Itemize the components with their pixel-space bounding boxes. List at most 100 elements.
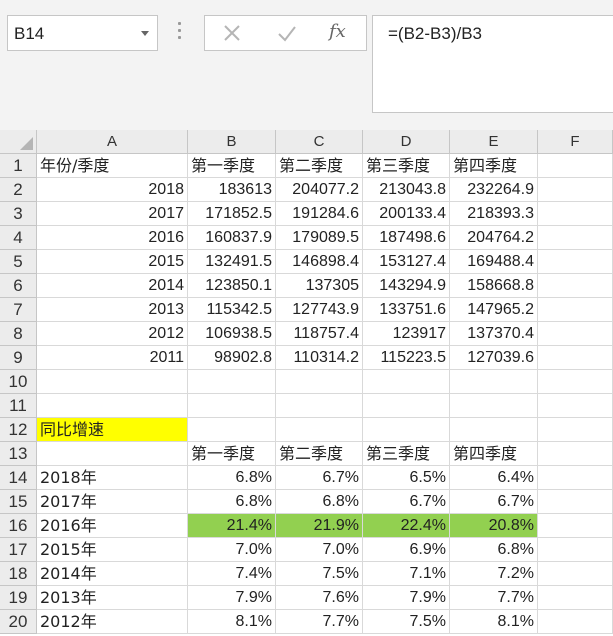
cell-d20[interactable]: 7.5%: [363, 610, 450, 634]
drag-handle-icon[interactable]: [178, 22, 182, 44]
cell-c8[interactable]: 118757.4: [276, 322, 363, 346]
row-header-2[interactable]: 2: [0, 178, 37, 202]
cell-c14[interactable]: 6.7%: [276, 466, 363, 490]
row-header-3[interactable]: 3: [0, 202, 37, 226]
row-header-14[interactable]: 14: [0, 466, 37, 490]
cell-a14[interactable]: 2018年: [37, 466, 188, 490]
cell-e11[interactable]: [450, 394, 538, 418]
cell-a15[interactable]: 2017年: [37, 490, 188, 514]
row-header-19[interactable]: 19: [0, 586, 37, 610]
cell-f9[interactable]: [538, 346, 613, 370]
cell-d7[interactable]: 133751.6: [363, 298, 450, 322]
cell-e12[interactable]: [450, 418, 538, 442]
cell-d6[interactable]: 143294.9: [363, 274, 450, 298]
row-header-20[interactable]: 20: [0, 610, 37, 634]
cell-e7[interactable]: 147965.2: [450, 298, 538, 322]
cell-b16[interactable]: 21.4%: [188, 514, 276, 538]
cell-c10[interactable]: [276, 370, 363, 394]
column-header-c[interactable]: C: [276, 130, 363, 154]
column-header-d[interactable]: D: [363, 130, 450, 154]
cell-a20[interactable]: 2012年: [37, 610, 188, 634]
cell-c15[interactable]: 6.8%: [276, 490, 363, 514]
cell-e15[interactable]: 6.7%: [450, 490, 538, 514]
cell-f3[interactable]: [538, 202, 613, 226]
cell-b7[interactable]: 115342.5: [188, 298, 276, 322]
cell-f1[interactable]: [538, 154, 613, 178]
cell-f4[interactable]: [538, 226, 613, 250]
cell-c16[interactable]: 21.9%: [276, 514, 363, 538]
cell-e13[interactable]: 第四季度: [450, 442, 538, 466]
cell-b6[interactable]: 123850.1: [188, 274, 276, 298]
row-header-12[interactable]: 12: [0, 418, 37, 442]
cell-e14[interactable]: 6.4%: [450, 466, 538, 490]
chevron-down-icon[interactable]: [141, 31, 149, 36]
cell-b13[interactable]: 第一季度: [188, 442, 276, 466]
cell-a12[interactable]: 同比增速: [37, 418, 188, 442]
row-header-1[interactable]: 1: [0, 154, 37, 178]
cell-f2[interactable]: [538, 178, 613, 202]
cell-d11[interactable]: [363, 394, 450, 418]
cell-e5[interactable]: 169488.4: [450, 250, 538, 274]
cell-a3[interactable]: 2017: [37, 202, 188, 226]
cell-f12[interactable]: [538, 418, 613, 442]
cell-f6[interactable]: [538, 274, 613, 298]
cell-d18[interactable]: 7.1%: [363, 562, 450, 586]
cell-a4[interactable]: 2016: [37, 226, 188, 250]
cell-a13[interactable]: [37, 442, 188, 466]
cell-b18[interactable]: 7.4%: [188, 562, 276, 586]
cell-c19[interactable]: 7.6%: [276, 586, 363, 610]
cell-d17[interactable]: 6.9%: [363, 538, 450, 562]
row-header-17[interactable]: 17: [0, 538, 37, 562]
cell-d12[interactable]: [363, 418, 450, 442]
cell-a19[interactable]: 2013年: [37, 586, 188, 610]
cell-b2[interactable]: 183613: [188, 178, 276, 202]
row-header-7[interactable]: 7: [0, 298, 37, 322]
formula-input[interactable]: =(B2-B3)/B3: [372, 15, 613, 113]
select-all-button[interactable]: [0, 130, 37, 154]
cell-b17[interactable]: 7.0%: [188, 538, 276, 562]
cell-e18[interactable]: 7.2%: [450, 562, 538, 586]
cell-f13[interactable]: [538, 442, 613, 466]
cell-b11[interactable]: [188, 394, 276, 418]
row-header-11[interactable]: 11: [0, 394, 37, 418]
check-icon[interactable]: [277, 23, 297, 43]
cell-d4[interactable]: 187498.6: [363, 226, 450, 250]
cell-f7[interactable]: [538, 298, 613, 322]
cell-e8[interactable]: 137370.4: [450, 322, 538, 346]
cell-b4[interactable]: 160837.9: [188, 226, 276, 250]
cell-e19[interactable]: 7.7%: [450, 586, 538, 610]
cell-e1[interactable]: 第四季度: [450, 154, 538, 178]
cell-c20[interactable]: 7.7%: [276, 610, 363, 634]
row-header-16[interactable]: 16: [0, 514, 37, 538]
cell-b9[interactable]: 98902.8: [188, 346, 276, 370]
cell-b3[interactable]: 171852.5: [188, 202, 276, 226]
cell-d19[interactable]: 7.9%: [363, 586, 450, 610]
cell-b20[interactable]: 8.1%: [188, 610, 276, 634]
cell-b12[interactable]: [188, 418, 276, 442]
cell-d9[interactable]: 115223.5: [363, 346, 450, 370]
row-header-4[interactable]: 4: [0, 226, 37, 250]
cell-c17[interactable]: 7.0%: [276, 538, 363, 562]
cell-f14[interactable]: [538, 466, 613, 490]
cell-d16[interactable]: 22.4%: [363, 514, 450, 538]
cell-f18[interactable]: [538, 562, 613, 586]
cell-f17[interactable]: [538, 538, 613, 562]
cell-a6[interactable]: 2014: [37, 274, 188, 298]
cell-a2[interactable]: 2018: [37, 178, 188, 202]
cell-c18[interactable]: 7.5%: [276, 562, 363, 586]
cell-a5[interactable]: 2015: [37, 250, 188, 274]
column-header-a[interactable]: A: [37, 130, 188, 154]
cell-a17[interactable]: 2015年: [37, 538, 188, 562]
cell-d2[interactable]: 213043.8: [363, 178, 450, 202]
row-header-13[interactable]: 13: [0, 442, 37, 466]
cell-c6[interactable]: 137305: [276, 274, 363, 298]
cell-e20[interactable]: 8.1%: [450, 610, 538, 634]
cell-a11[interactable]: [37, 394, 188, 418]
cell-c13[interactable]: 第二季度: [276, 442, 363, 466]
column-header-f[interactable]: F: [538, 130, 613, 154]
cell-c2[interactable]: 204077.2: [276, 178, 363, 202]
cell-d10[interactable]: [363, 370, 450, 394]
cell-a9[interactable]: 2011: [37, 346, 188, 370]
cell-c4[interactable]: 179089.5: [276, 226, 363, 250]
cell-d14[interactable]: 6.5%: [363, 466, 450, 490]
